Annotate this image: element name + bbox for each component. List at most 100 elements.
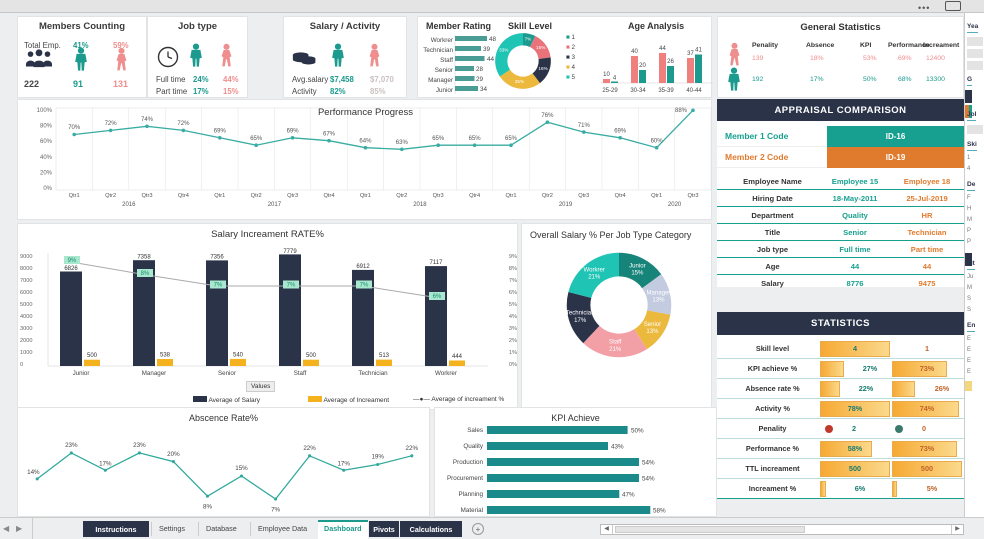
svg-text:3000: 3000 [20, 326, 32, 332]
svg-text:7000: 7000 [20, 278, 32, 284]
svg-text:Junior: Junior [73, 370, 90, 377]
svg-text:21%: 21% [588, 275, 601, 281]
svg-text:7%: 7% [214, 283, 223, 289]
svg-text:26: 26 [667, 59, 674, 65]
svg-text:6%: 6% [509, 290, 517, 296]
svg-text:15%: 15% [631, 270, 644, 276]
svg-text:Qtr1: Qtr1 [69, 193, 80, 199]
svg-text:Technician: Technician [423, 47, 453, 54]
svg-text:65%: 65% [469, 136, 482, 142]
svg-text:80%: 80% [40, 124, 53, 130]
svg-text:2019: 2019 [559, 202, 573, 207]
svg-text:72%: 72% [177, 121, 190, 127]
svg-text:13%: 13% [646, 329, 659, 335]
svg-text:Qtr1: Qtr1 [651, 193, 662, 199]
svg-text:14%: 14% [27, 469, 40, 476]
svg-text:Qtr4: Qtr4 [615, 193, 626, 199]
svg-text:34: 34 [480, 86, 488, 93]
svg-text:Workrer: Workrer [431, 37, 453, 44]
svg-text:6%: 6% [433, 294, 442, 300]
svg-text:4000: 4000 [20, 314, 32, 320]
svg-text:28: 28 [476, 66, 484, 73]
svg-text:0%: 0% [43, 186, 52, 192]
svg-text:23%: 23% [133, 442, 146, 449]
svg-text:60%: 60% [40, 139, 53, 145]
svg-text:Qtr2: Qtr2 [542, 193, 553, 199]
svg-text:7%: 7% [509, 278, 517, 284]
svg-text:Qtr3: Qtr3 [287, 193, 298, 199]
svg-text:65%: 65% [250, 136, 263, 142]
svg-text:41: 41 [695, 48, 702, 54]
svg-text:20%: 20% [40, 170, 53, 176]
svg-text:63%: 63% [396, 140, 409, 146]
svg-text:Qtr3: Qtr3 [687, 193, 698, 199]
svg-text:67%: 67% [323, 132, 336, 138]
svg-text:6000: 6000 [20, 290, 32, 296]
svg-text:Qtr1: Qtr1 [360, 193, 371, 199]
svg-text:Staff: Staff [609, 340, 622, 346]
svg-text:15%: 15% [536, 45, 545, 50]
svg-text:72%: 72% [105, 121, 118, 127]
svg-text:10: 10 [603, 72, 610, 78]
svg-text:2016: 2016 [122, 202, 136, 207]
svg-text:8%: 8% [203, 504, 212, 511]
svg-text:Qtr2: Qtr2 [105, 193, 116, 199]
svg-text:4%: 4% [509, 314, 517, 320]
svg-text:65%: 65% [505, 136, 518, 142]
svg-text:1000: 1000 [20, 350, 32, 356]
svg-text:54%: 54% [642, 460, 655, 467]
svg-text:20%: 20% [167, 451, 180, 458]
svg-text:23%: 23% [65, 442, 78, 449]
svg-text:60%: 60% [651, 139, 664, 145]
svg-text:7779: 7779 [283, 249, 297, 255]
svg-text:538: 538 [160, 353, 171, 359]
svg-text:Technician: Technician [358, 370, 388, 377]
svg-text:Qtr4: Qtr4 [323, 193, 334, 199]
svg-text:13%: 13% [652, 298, 665, 304]
svg-text:44: 44 [659, 46, 666, 52]
svg-text:Staff: Staff [440, 57, 453, 64]
svg-text:Workrer: Workrer [435, 370, 457, 377]
svg-text:47%: 47% [622, 492, 635, 499]
svg-text:Junior: Junior [436, 87, 453, 94]
svg-text:3%: 3% [509, 326, 517, 332]
svg-text:6912: 6912 [356, 264, 370, 270]
svg-text:Quality: Quality [463, 443, 483, 450]
svg-text:Qtr3: Qtr3 [141, 193, 152, 199]
svg-text:Senior: Senior [435, 67, 453, 74]
svg-text:Senior: Senior [644, 322, 661, 328]
svg-text:35-39: 35-39 [658, 88, 674, 94]
svg-text:40%: 40% [40, 155, 53, 161]
svg-text:69%: 69% [287, 129, 300, 135]
svg-text:7117: 7117 [430, 260, 444, 266]
svg-text:Material: Material [461, 507, 483, 514]
svg-text:8%: 8% [141, 271, 150, 277]
svg-text:Qtr2: Qtr2 [396, 193, 407, 199]
svg-text:7%: 7% [287, 283, 296, 289]
svg-text:1%: 1% [509, 350, 517, 356]
svg-text:Qtr3: Qtr3 [433, 193, 444, 199]
svg-text:29: 29 [476, 76, 484, 83]
svg-text:69%: 69% [214, 129, 227, 135]
svg-text:25-29: 25-29 [602, 88, 618, 94]
svg-text:17%: 17% [574, 318, 587, 324]
svg-text:Manager: Manager [142, 370, 166, 377]
svg-text:7%: 7% [525, 36, 532, 41]
svg-text:Qtr3: Qtr3 [578, 193, 589, 199]
svg-text:Junior: Junior [629, 263, 645, 269]
svg-text:Qtr4: Qtr4 [178, 193, 189, 199]
svg-text:444: 444 [452, 354, 463, 360]
svg-text:Production: Production [453, 459, 484, 466]
svg-text:Qtr4: Qtr4 [469, 193, 480, 199]
svg-text:Staff: Staff [294, 370, 307, 377]
svg-text:500: 500 [87, 353, 98, 359]
svg-text:22%: 22% [406, 445, 419, 452]
svg-text:540: 540 [233, 352, 244, 358]
svg-text:8%: 8% [509, 266, 517, 272]
svg-text:22%: 22% [303, 445, 316, 452]
svg-text:17%: 17% [337, 460, 350, 467]
svg-text:5000: 5000 [20, 302, 32, 308]
svg-text:2018: 2018 [413, 202, 427, 207]
svg-text:513: 513 [379, 353, 390, 359]
svg-text:4: 4 [613, 76, 617, 82]
